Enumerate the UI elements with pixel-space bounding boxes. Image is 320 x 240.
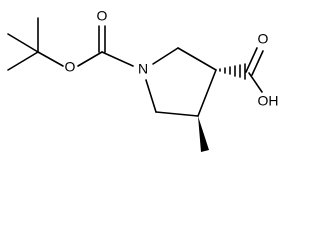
bonds xyxy=(7,17,264,117)
page: O O N O OH (() => { const data = JSON.pa… xyxy=(7,7,279,152)
bond xyxy=(7,51,39,71)
atom-label: O xyxy=(258,31,269,47)
bond xyxy=(145,79,157,113)
wedge-bond xyxy=(198,116,209,152)
atom-label: O xyxy=(97,8,108,24)
bond xyxy=(245,47,258,73)
hashed-bond xyxy=(219,63,246,80)
atom-label: N xyxy=(138,61,148,77)
atom-label: O xyxy=(65,59,76,75)
atom-label: OH xyxy=(258,93,279,109)
bond xyxy=(152,47,179,65)
bond xyxy=(37,51,64,67)
bond xyxy=(197,69,217,117)
bond xyxy=(177,47,217,71)
bond xyxy=(101,51,134,67)
bond xyxy=(251,50,264,76)
atom-labels: O O N O OH xyxy=(65,8,279,109)
bond xyxy=(248,72,263,93)
structure-diagram: O O N O OH xyxy=(7,8,279,152)
bond xyxy=(155,111,199,117)
bond xyxy=(77,51,103,67)
bond xyxy=(7,33,39,53)
